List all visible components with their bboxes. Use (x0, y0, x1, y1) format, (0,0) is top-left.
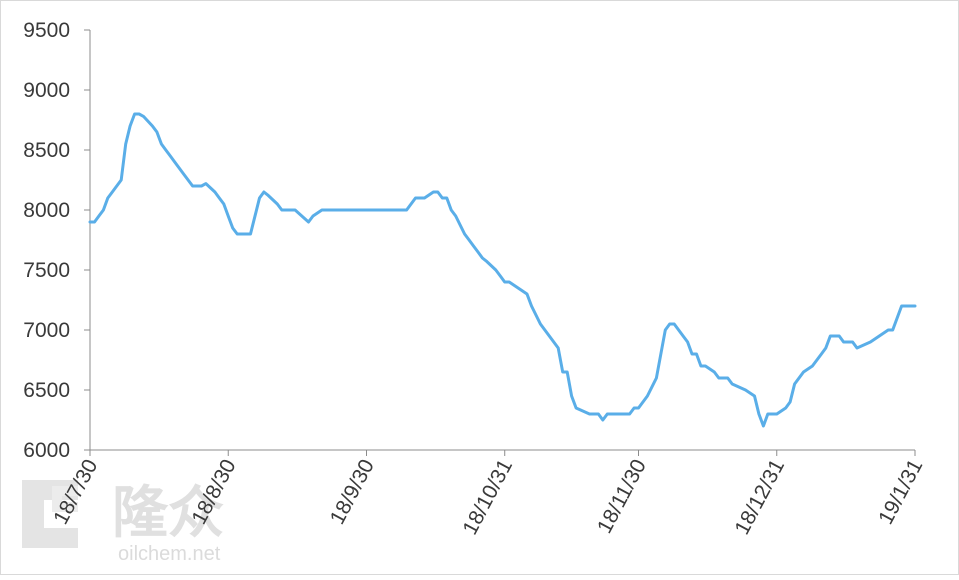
watermark-brand: 隆众 (112, 481, 224, 544)
y-tick-label: 7000 (23, 319, 70, 342)
y-tick-label: 8500 (23, 139, 70, 162)
y-tick-label: 9000 (23, 79, 70, 102)
watermark-logo-icon (22, 480, 78, 548)
y-axis-ticks: 6000 6500 7000 7500 8000 8500 9000 9500 (23, 19, 90, 462)
y-tick-label: 6000 (23, 439, 70, 462)
watermark: 隆众 oilchem.net (22, 480, 224, 565)
price-series-line (88, 112, 917, 428)
y-tick-label: 8000 (23, 199, 70, 222)
watermark-url: oilchem.net (118, 543, 221, 565)
y-tick-label: 6500 (23, 379, 70, 402)
y-tick-label: 9500 (23, 19, 70, 42)
y-tick-label: 7500 (23, 259, 70, 282)
